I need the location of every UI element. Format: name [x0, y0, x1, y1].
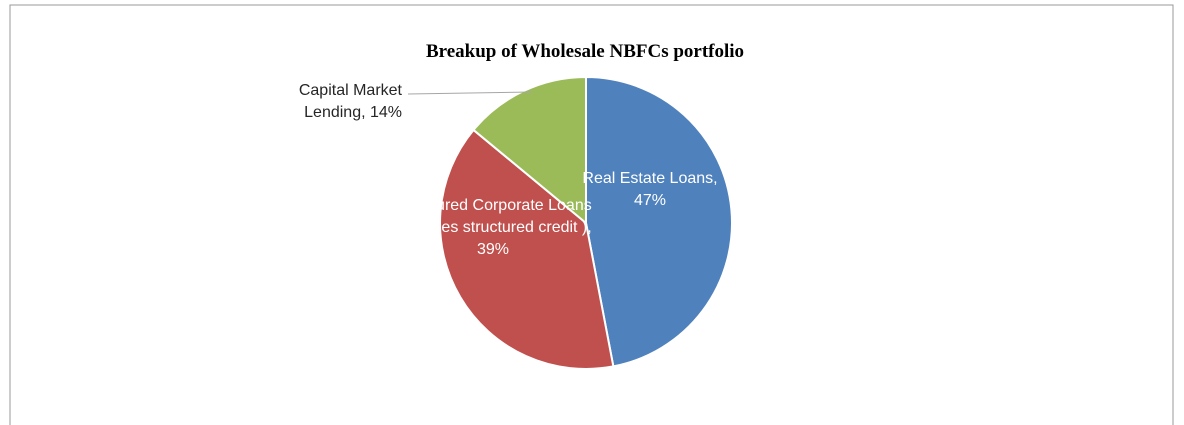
pie-slice [472, 75, 587, 226]
data-label: Structured Corporate Loans (includes str… [394, 197, 592, 258]
pie-slice [439, 128, 615, 370]
pie-slice [585, 75, 733, 368]
data-label: Capital Market Lending, 14% [298, 82, 402, 121]
frame [9, 4, 1174, 425]
chart-title: Breakup of Wholesale NBFCs portfolio [426, 41, 744, 62]
data-label: Real Estate Loans, 47% [582, 170, 718, 209]
pie [439, 75, 733, 370]
leader-line [407, 91, 533, 95]
